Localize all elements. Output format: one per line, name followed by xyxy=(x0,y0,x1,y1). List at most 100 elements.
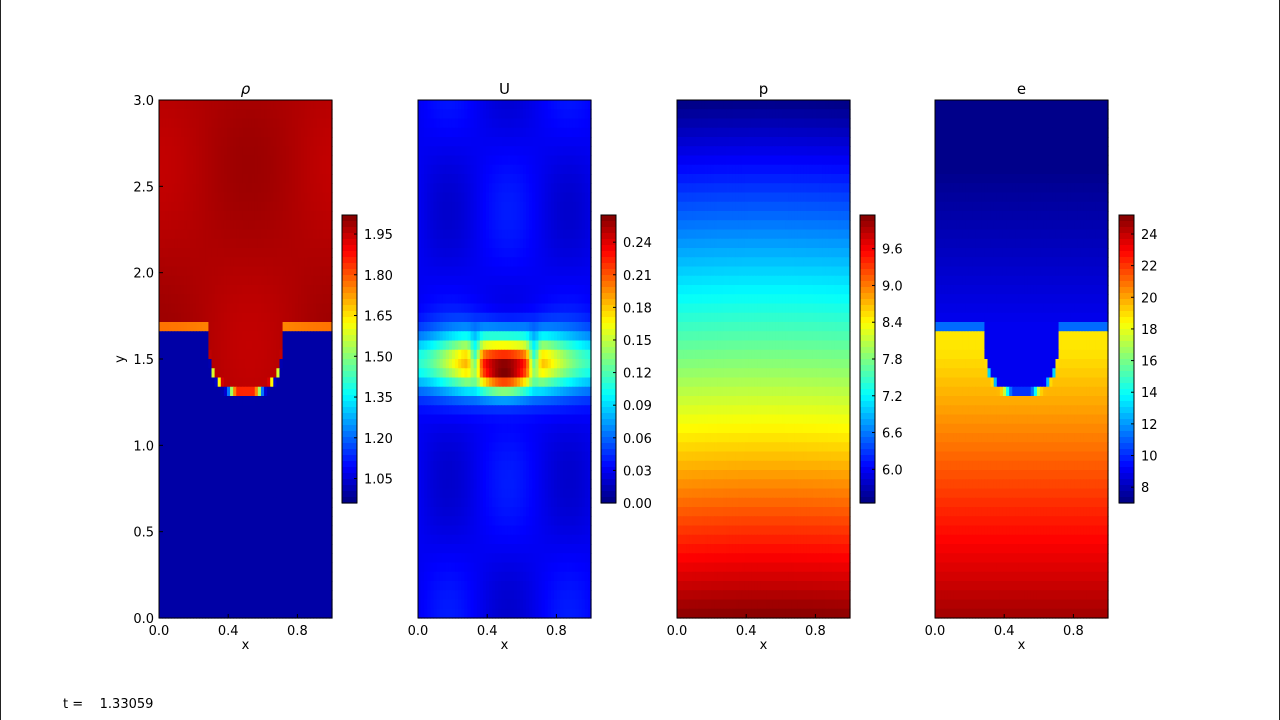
heatmap-cell xyxy=(285,525,290,536)
heatmap-cell xyxy=(304,359,308,369)
heatmap-cell xyxy=(165,516,169,527)
heatmap-cell xyxy=(319,534,324,545)
heatmap-cell xyxy=(236,137,240,147)
heatmap-cell xyxy=(427,183,431,194)
heatmap-cell xyxy=(439,248,444,258)
heatmap-cell xyxy=(214,571,219,582)
heatmap-cell xyxy=(264,349,268,360)
heatmap-cell xyxy=(288,386,293,397)
heatmap-cell xyxy=(264,368,268,379)
heatmap-cell xyxy=(489,137,493,147)
heatmap-cell xyxy=(205,470,210,480)
heatmap-cell xyxy=(208,553,213,564)
heatmap-cell xyxy=(319,275,324,286)
heatmap-cell xyxy=(236,608,240,619)
heatmap-cell xyxy=(294,396,299,406)
heatmap-cell xyxy=(553,164,558,175)
heatmap-cell xyxy=(279,544,284,554)
colorbar-segment xyxy=(342,347,357,354)
heatmap-cell xyxy=(560,127,564,138)
heatmap-cell xyxy=(572,164,577,175)
heatmap-cell xyxy=(186,507,191,517)
heatmap-cell xyxy=(282,164,287,175)
heatmap-cell xyxy=(254,211,259,221)
heatmap-cell xyxy=(199,174,203,184)
heatmap-cell xyxy=(532,266,536,277)
heatmap-cell xyxy=(165,183,169,194)
heatmap-cell xyxy=(264,497,268,508)
heatmap-cell xyxy=(575,155,580,166)
heatmap-cell xyxy=(479,100,484,110)
heatmap-cell xyxy=(291,118,296,129)
heatmap-cell xyxy=(424,238,428,249)
heatmap-cell xyxy=(273,331,277,342)
heatmap-cell xyxy=(316,192,321,203)
heatmap-cell xyxy=(248,155,253,166)
heatmap-cell xyxy=(264,544,268,554)
heatmap-cell xyxy=(186,451,191,462)
heatmap-cell xyxy=(251,100,256,110)
heatmap-cell xyxy=(464,229,469,240)
heatmap-cell xyxy=(557,183,561,194)
heatmap-cell xyxy=(199,349,203,360)
heatmap-cell xyxy=(276,294,281,305)
heatmap-cell xyxy=(319,238,324,249)
heatmap-cell xyxy=(168,359,172,369)
heatmap-cell xyxy=(532,257,536,268)
heatmap-cell xyxy=(566,137,570,147)
heatmap-cell xyxy=(288,192,293,203)
heatmap-cell xyxy=(180,581,185,591)
heatmap-cell xyxy=(251,155,256,166)
heatmap-cell xyxy=(544,266,549,277)
heatmap-cell xyxy=(451,174,456,184)
heatmap-cell xyxy=(455,285,459,295)
heatmap-cell xyxy=(239,312,244,323)
colorbar-segment xyxy=(342,245,357,252)
heatmap-cell xyxy=(251,238,256,249)
heatmap-cell xyxy=(316,164,321,175)
heatmap-cell xyxy=(581,183,586,194)
heatmap-cell xyxy=(498,109,503,120)
heatmap-cell xyxy=(433,211,438,221)
heatmap-cell xyxy=(563,238,567,249)
heatmap-cell xyxy=(298,340,302,351)
heatmap-cell xyxy=(575,248,580,258)
heatmap-cell xyxy=(279,220,284,231)
heatmap-cell xyxy=(282,359,287,369)
heatmap-cell xyxy=(319,257,324,268)
heatmap-cell xyxy=(473,146,478,157)
heatmap-cell xyxy=(458,164,462,175)
heatmap-cell xyxy=(162,608,166,619)
heatmap-cell xyxy=(495,118,499,129)
heatmap-cell xyxy=(498,248,503,258)
heatmap-cell xyxy=(476,146,481,157)
heatmap-cell xyxy=(288,174,293,184)
heatmap-cell xyxy=(183,146,188,157)
heatmap-cell xyxy=(165,303,169,314)
heatmap-cell xyxy=(217,544,222,554)
heatmap-cell xyxy=(298,368,302,379)
heatmap-cell xyxy=(325,368,330,379)
heatmap-cell xyxy=(298,127,302,138)
heatmap-cell xyxy=(254,470,259,480)
heatmap-cell xyxy=(251,516,256,527)
heatmap-cell xyxy=(581,109,586,120)
heatmap-cell xyxy=(282,248,287,258)
heatmap-cell xyxy=(279,396,284,406)
heatmap-cell xyxy=(288,127,293,138)
heatmap-cell xyxy=(510,192,515,203)
heatmap-cell xyxy=(273,396,277,406)
heatmap-cell xyxy=(183,137,188,147)
heatmap-cell xyxy=(162,164,166,175)
heatmap-cell xyxy=(180,294,185,305)
heatmap-cell xyxy=(223,525,228,536)
heatmap-cell xyxy=(260,516,265,527)
heatmap-cell xyxy=(294,470,299,480)
heatmap-cell xyxy=(298,608,302,619)
heatmap-cell xyxy=(177,470,182,480)
heatmap-cell xyxy=(322,359,327,369)
heatmap-cell xyxy=(492,137,496,147)
heatmap-cell xyxy=(532,183,536,194)
heatmap-cell xyxy=(236,581,240,591)
heatmap-cell xyxy=(310,534,315,545)
